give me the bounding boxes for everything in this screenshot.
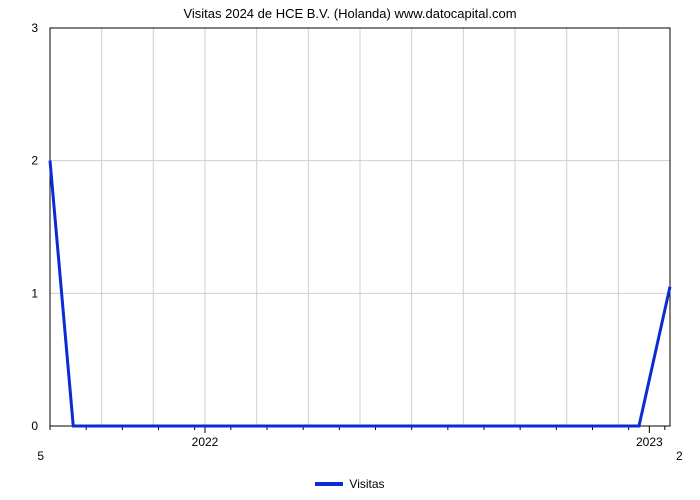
y-tick-label: 2 xyxy=(31,154,38,168)
legend-label: Visitas xyxy=(349,477,384,491)
below-axis-left-label: 5 xyxy=(37,449,44,463)
y-tick-label: 0 xyxy=(31,419,38,433)
below-axis-right-label: 2 xyxy=(676,449,683,463)
x-tick-label: 2022 xyxy=(192,435,219,449)
y-tick-label: 1 xyxy=(31,286,38,300)
chart-title: Visitas 2024 de HCE B.V. (Holanda) www.d… xyxy=(0,6,700,21)
y-tick-label: 3 xyxy=(31,21,38,35)
x-tick-label: 2023 xyxy=(636,435,663,449)
legend: Visitas xyxy=(0,475,700,491)
legend-item-visitas: Visitas xyxy=(315,477,384,491)
legend-swatch xyxy=(315,482,343,486)
chart-svg: 0 1 2 3 2022 2023 5 2 xyxy=(0,0,700,500)
visits-line-chart: Visitas 2024 de HCE B.V. (Holanda) www.d… xyxy=(0,0,700,500)
